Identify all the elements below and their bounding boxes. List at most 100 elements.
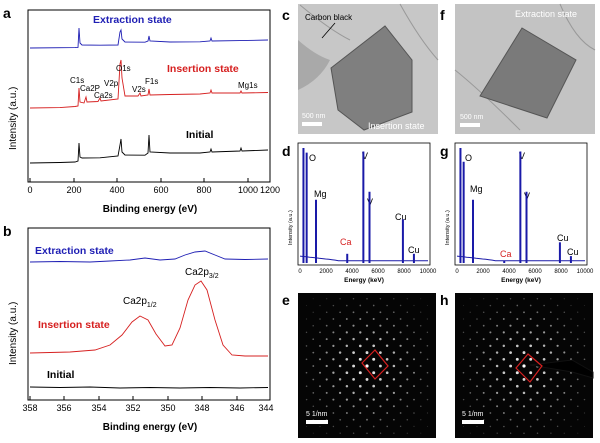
diffraction-spot — [365, 351, 369, 355]
diffraction-spot — [426, 371, 429, 374]
diffraction-spot — [556, 344, 559, 347]
panel-b-tick-4: 350 — [160, 403, 175, 413]
scale-bar-f — [460, 123, 480, 127]
diffraction-spot — [392, 351, 396, 354]
diffraction-spot — [529, 371, 533, 375]
carbon-black-label: Carbon black — [305, 13, 353, 22]
element-label-g-mg: Mg — [470, 184, 483, 194]
panel-g-ylabel: Intensity (a.u.) — [445, 210, 451, 245]
diffraction-spot — [372, 344, 376, 348]
diffraction-spot — [469, 311, 471, 313]
diffraction-spot — [352, 391, 355, 395]
diffraction-spot — [515, 344, 519, 348]
diffraction-spot — [550, 298, 552, 300]
diffraction-spot — [570, 425, 572, 428]
diffraction-spot — [312, 338, 315, 341]
diffraction-spot — [489, 358, 492, 361]
diffraction-spot — [339, 311, 341, 314]
diffraction-spot — [359, 398, 362, 401]
eds-continuum — [456, 255, 585, 262]
diffraction-spot — [522, 337, 526, 341]
diffraction-spot — [312, 311, 314, 313]
diffraction-spot — [529, 317, 532, 321]
diffraction-spot — [549, 378, 553, 381]
diffraction-spot — [413, 412, 415, 414]
unit-cell-e — [361, 349, 389, 380]
diffraction-spot — [523, 311, 525, 314]
diffraction-spot — [366, 311, 368, 314]
diffraction-spot — [366, 298, 368, 300]
diffraction-spot — [469, 432, 471, 434]
panel-b-tick-3: 352 — [125, 403, 140, 413]
spectrum-b-extraction — [29, 250, 269, 263]
diffraction-spot — [515, 384, 519, 388]
diffraction-spot — [542, 384, 546, 388]
peak-label-v2s: V2s — [132, 85, 146, 94]
panel-d-tick-5: 10000 — [420, 269, 437, 275]
diffraction-spot — [476, 385, 478, 388]
diffraction-spot — [462, 318, 465, 320]
diffraction-spot — [312, 378, 315, 381]
legend-extraction: Extraction state — [93, 14, 172, 26]
diffraction-spot — [305, 398, 308, 401]
diffraction-spot — [476, 304, 478, 307]
diffraction-spot — [563, 298, 565, 300]
diffraction-spot — [379, 405, 382, 408]
diffraction-spot — [332, 371, 335, 374]
diffraction-spot — [543, 304, 545, 307]
diffraction-spot — [392, 378, 396, 381]
state-label-f: Extraction state — [515, 9, 577, 19]
diffraction-spot — [536, 337, 539, 341]
diffraction-spot — [536, 418, 539, 421]
diffraction-spot — [419, 351, 422, 354]
diffraction-spot — [406, 311, 409, 313]
diffraction-spot — [358, 357, 362, 361]
diffraction-spot — [476, 425, 478, 428]
diffraction-spot — [406, 378, 409, 381]
diffraction-spot — [379, 432, 382, 434]
panel-g-tick-3: 6000 — [528, 269, 542, 275]
panel-label-f: f — [440, 7, 445, 23]
diffraction-spot — [392, 405, 395, 408]
diffraction-spot — [570, 331, 572, 334]
diffraction-spot — [516, 317, 519, 321]
diffraction-spot — [332, 344, 335, 348]
diffraction-spot — [549, 324, 552, 327]
diffraction-spot — [522, 324, 526, 327]
diffraction-spot — [509, 418, 512, 421]
panel-label-c: c — [282, 7, 290, 23]
spectrum-extraction — [29, 27, 269, 49]
diffraction-spot — [352, 418, 355, 421]
diffraction-spot — [516, 425, 519, 428]
diffraction-spot — [476, 331, 478, 334]
diffraction-spot — [462, 412, 465, 414]
diffraction-spot — [502, 398, 506, 401]
diffraction-spot — [346, 304, 348, 307]
diffraction-spot — [482, 338, 485, 341]
diffraction-spot — [319, 412, 321, 414]
diffraction-spot — [543, 318, 546, 320]
unit-cell-h — [515, 353, 543, 383]
diffraction-spot — [576, 351, 579, 354]
diffraction-spot — [399, 398, 402, 401]
diffraction-spot — [583, 345, 586, 347]
peak-label-mg1s: Mg1s — [238, 81, 258, 90]
diffraction-spot — [543, 425, 545, 428]
diffraction-spot — [583, 412, 586, 414]
diffraction-spot — [577, 311, 579, 313]
diffraction-spot — [556, 371, 559, 374]
diffraction-spot — [563, 324, 566, 327]
peak-label-c1s: C1s — [70, 76, 84, 85]
eds-continuum — [299, 255, 428, 262]
diffraction-spot — [386, 412, 389, 414]
panel-a-tick-4: 800 — [196, 185, 211, 195]
diffraction-spot — [556, 318, 559, 320]
diffraction-spot — [412, 358, 416, 361]
diffraction-spot — [570, 385, 572, 388]
panel-b-tick-5: 348 — [194, 403, 209, 413]
diffraction-spot — [563, 391, 566, 394]
element-label-d-v1: V — [362, 151, 368, 161]
panel-d-tick-0: 0 — [298, 269, 302, 275]
diffraction-spot — [372, 384, 376, 388]
scale-bar-c — [302, 122, 322, 126]
